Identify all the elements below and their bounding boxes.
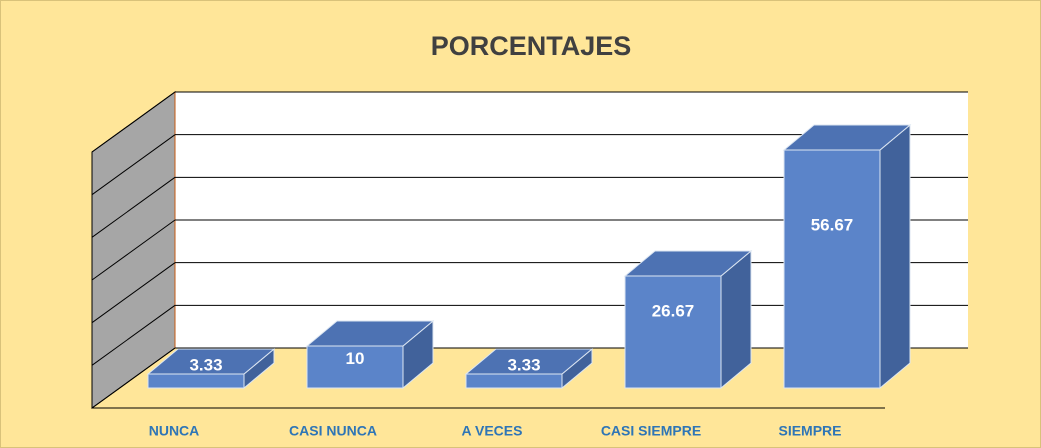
x-tick-label: SIEMPRE <box>778 423 841 439</box>
data-label: 56.67 <box>811 216 854 235</box>
data-label: 10 <box>346 349 365 368</box>
bar <box>306 345 404 389</box>
x-tick-label: CASI SIEMPRE <box>601 423 701 439</box>
grid-line <box>91 176 176 238</box>
grid-line <box>91 262 176 324</box>
bar <box>624 275 722 389</box>
grid-line <box>91 91 176 153</box>
chart-title: PORCENTAJES <box>431 31 632 61</box>
data-label: 3.33 <box>507 355 540 374</box>
grid-line <box>91 134 176 196</box>
data-label: 3.33 <box>189 355 222 374</box>
grid-line <box>91 304 176 366</box>
grid-line <box>91 219 176 281</box>
bar <box>465 373 563 389</box>
bar <box>783 149 881 389</box>
grid-line <box>91 347 176 409</box>
bar <box>147 373 245 389</box>
x-tick-label: A VECES <box>462 423 523 439</box>
bar-side <box>879 123 911 390</box>
data-label: 26.67 <box>652 301 695 320</box>
x-tick-label: NUNCA <box>149 423 200 439</box>
x-tick-label: CASI NUNCA <box>289 423 377 439</box>
